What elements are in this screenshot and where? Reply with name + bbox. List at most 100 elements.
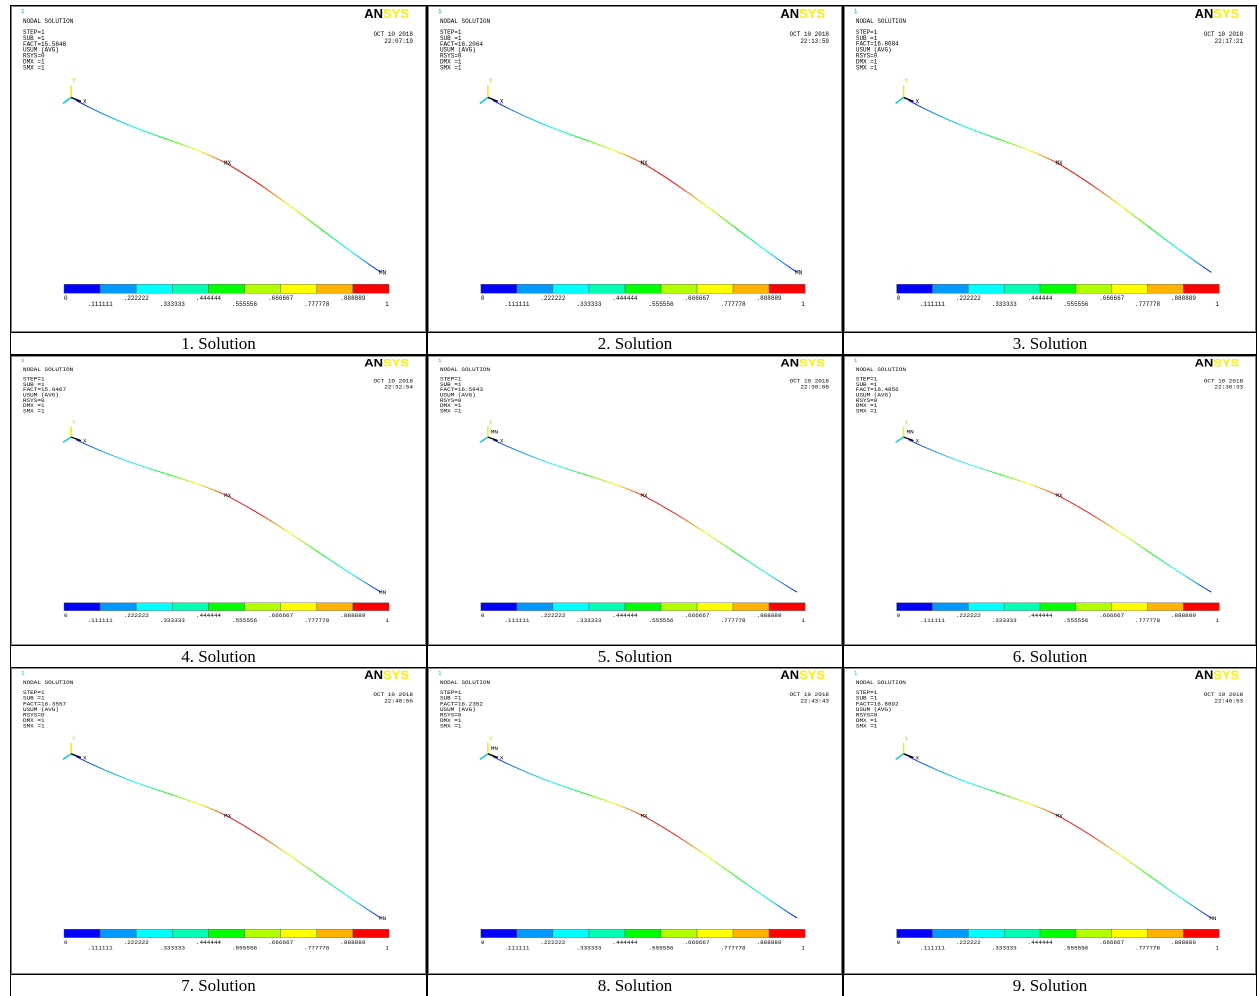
legend-label: 1 xyxy=(1215,301,1219,308)
legend-swatch xyxy=(897,929,933,937)
panel: 1NODAL SOLUTIONSTEP=1SUB =1FACT=16.4856U… xyxy=(843,355,1257,646)
legend-swatch xyxy=(317,929,353,937)
caption: 6. Solution xyxy=(843,646,1257,668)
legend-label: .555556 xyxy=(232,617,258,624)
time: 22:36:33 xyxy=(1215,384,1244,391)
legend-label: .777778 xyxy=(720,945,746,952)
ansys-plot: 1NODAL SOLUTIONSTEP=1SUB =1FACT=16.2064U… xyxy=(428,6,842,332)
logo-an: AN xyxy=(1195,356,1214,369)
legend-swatch xyxy=(625,603,661,611)
legend-label: .444444 xyxy=(612,939,638,946)
legend-swatch xyxy=(1004,603,1040,611)
mx-label: MX xyxy=(640,812,648,819)
legend-swatch xyxy=(1183,284,1219,293)
legend-label: .444444 xyxy=(196,939,222,946)
logo-sys: SYS xyxy=(1213,669,1239,683)
legend-swatch xyxy=(625,284,661,293)
legend-swatch xyxy=(136,929,172,937)
legend-swatch xyxy=(353,929,389,937)
logo-sys: SYS xyxy=(799,356,825,369)
legend-swatch xyxy=(208,603,244,611)
legend-label: .111111 xyxy=(504,301,530,308)
caption: 3. Solution xyxy=(843,333,1257,355)
legend-label: .888889 xyxy=(340,939,366,946)
legend-swatch xyxy=(932,603,968,611)
legend-swatch xyxy=(697,284,733,293)
legend-label: .888889 xyxy=(1171,295,1196,302)
window-number: 1 xyxy=(854,357,858,364)
legend-label: .333333 xyxy=(576,617,602,624)
legend-label: .888889 xyxy=(757,612,782,619)
caption: 2. Solution xyxy=(427,333,843,355)
legend-swatch xyxy=(208,929,244,937)
legend-swatch xyxy=(1004,929,1040,937)
time: 22:43:43 xyxy=(800,698,829,705)
legend-swatch xyxy=(136,603,172,611)
legend-swatch xyxy=(932,284,968,293)
legend-label: .666667 xyxy=(268,295,294,302)
legend-label: .888889 xyxy=(340,612,365,619)
info-line: SMX =1 xyxy=(23,408,45,415)
legend-label: .222222 xyxy=(540,612,565,619)
legend-swatch xyxy=(1076,284,1112,293)
legend-label: 1 xyxy=(1215,945,1219,952)
axis-y-label: Y xyxy=(72,419,76,426)
logo-sys: SYS xyxy=(1213,356,1239,369)
logo-an: AN xyxy=(780,669,799,683)
ansys-plot: 1NODAL SOLUTIONSTEP=1SUB =1FACT=16.8892U… xyxy=(844,668,1256,974)
plot-title: NODAL SOLUTION xyxy=(23,366,73,373)
mn-label: MN xyxy=(379,915,387,922)
legend-label: .666667 xyxy=(1099,295,1124,302)
figure-grid: 1NODAL SOLUTIONSTEP=1SUB =1FACT=15.5848U… xyxy=(0,0,1257,996)
mn-label: MN xyxy=(491,429,498,436)
legend-label: .333333 xyxy=(160,301,186,308)
legend-label: .222222 xyxy=(124,612,149,619)
legend-label: .111111 xyxy=(920,945,946,952)
legend-label: .666667 xyxy=(268,612,293,619)
legend-label: .888889 xyxy=(1171,612,1196,619)
plot-frame xyxy=(12,6,426,331)
legend-label: .333333 xyxy=(576,301,602,308)
mn-label: MN xyxy=(1209,915,1216,922)
logo-an: AN xyxy=(780,356,799,369)
legend-swatch xyxy=(697,603,733,611)
legend-label: .444444 xyxy=(612,295,638,302)
legend-label: 1 xyxy=(385,301,389,308)
logo-an: AN xyxy=(364,6,383,21)
axis-z xyxy=(896,754,904,760)
axis-y-label: Y xyxy=(905,78,909,85)
window-number: 1 xyxy=(438,670,442,677)
legend-label: .111111 xyxy=(88,617,114,624)
logo-sys: SYS xyxy=(799,669,825,683)
plot-title: NODAL SOLUTION xyxy=(440,366,490,373)
legend-swatch xyxy=(1112,603,1148,611)
legend-label: .666667 xyxy=(268,939,294,946)
legend-label: .888889 xyxy=(757,939,783,946)
legend-label: .333333 xyxy=(160,945,186,952)
plot-frame xyxy=(12,668,426,973)
legend-swatch xyxy=(64,929,100,937)
legend-swatch xyxy=(769,284,805,293)
legend-label: .777778 xyxy=(1135,945,1161,952)
legend-swatch xyxy=(553,929,589,937)
plot-frame xyxy=(844,6,1255,331)
info-line: SMX =1 xyxy=(440,408,462,415)
time: 22:13:59 xyxy=(800,38,829,45)
plot-title: NODAL SOLUTION xyxy=(23,679,74,686)
info-line: SMX =1 xyxy=(856,723,878,730)
legend-swatch xyxy=(281,929,317,937)
axis-z xyxy=(480,437,488,442)
info-line: SMX =1 xyxy=(440,65,462,72)
mx-label: MX xyxy=(1055,492,1063,499)
legend-label: .444444 xyxy=(612,612,638,619)
logo-an: AN xyxy=(364,356,383,369)
legend-swatch xyxy=(353,284,389,293)
legend-label: .333333 xyxy=(992,301,1017,308)
window-number: 1 xyxy=(854,670,858,677)
logo-an: AN xyxy=(364,669,383,683)
axis-z xyxy=(896,437,904,442)
legend-label: 1 xyxy=(801,617,805,624)
